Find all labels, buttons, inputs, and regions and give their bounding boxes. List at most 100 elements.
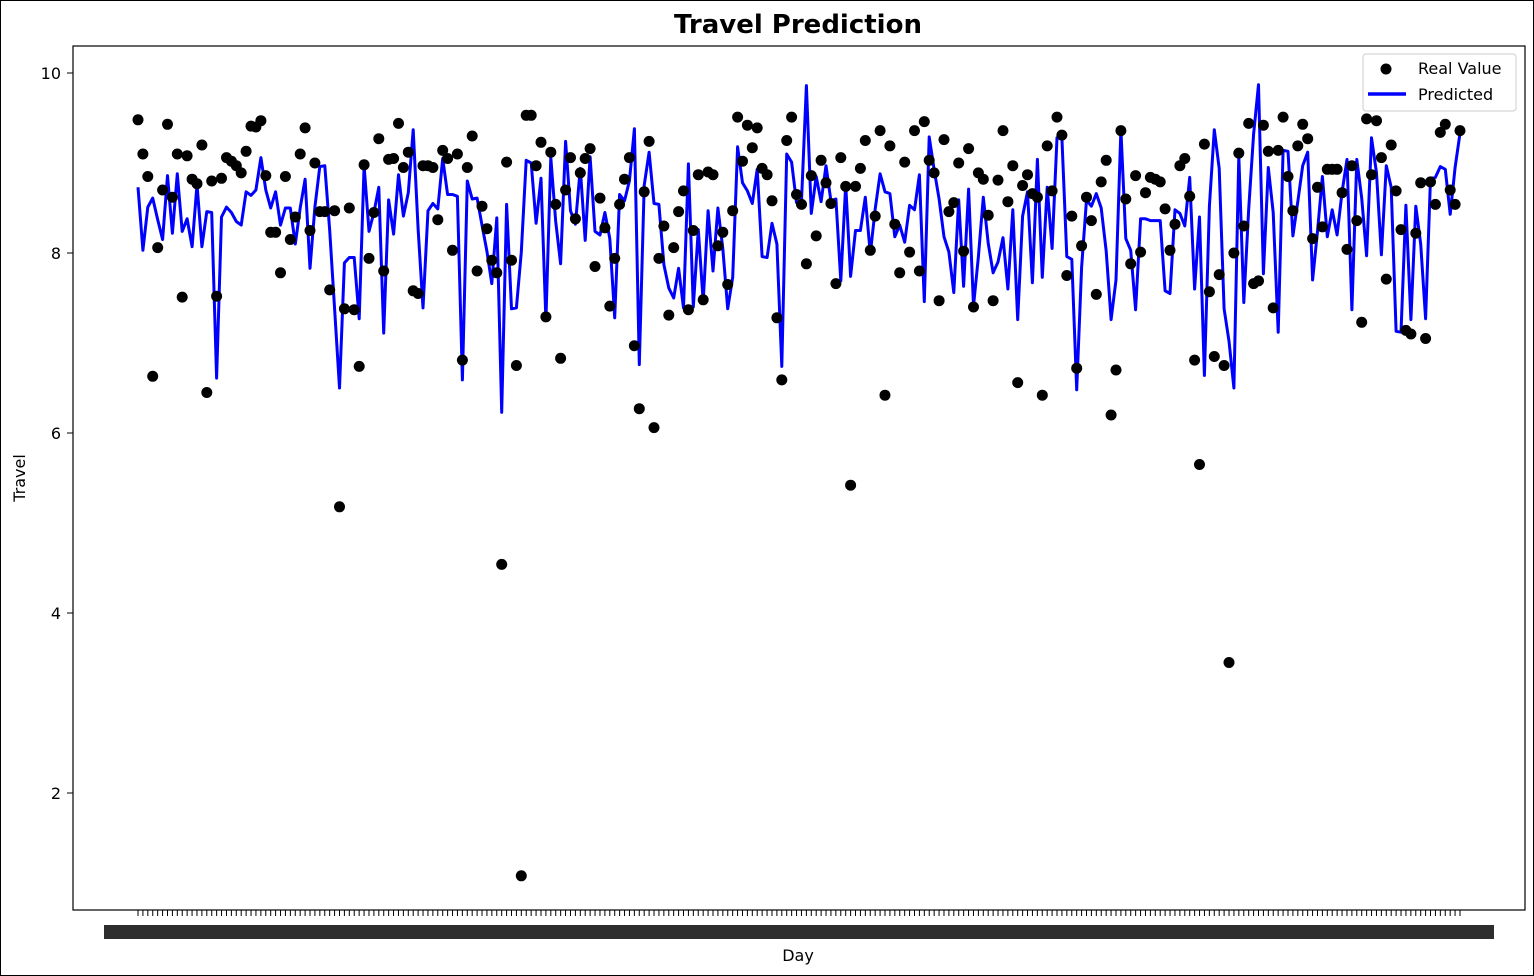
real-value-point	[751, 122, 763, 134]
real-value-point	[196, 139, 208, 151]
real-value-point	[191, 178, 203, 190]
x-axis	[104, 910, 1494, 939]
real-value-series	[132, 109, 1466, 882]
chart-title: Travel Prediction	[674, 10, 922, 40]
real-value-point	[157, 184, 169, 196]
real-value-point	[1085, 215, 1097, 227]
real-value-point	[712, 240, 724, 252]
real-value-point	[604, 300, 616, 312]
real-value-point	[997, 125, 1009, 137]
real-value-point	[211, 290, 223, 302]
real-value-point	[137, 148, 149, 160]
real-value-point	[132, 114, 144, 126]
real-value-point	[1036, 389, 1048, 401]
real-value-point	[338, 303, 350, 315]
real-value-point	[977, 173, 989, 185]
real-value-point	[1375, 152, 1387, 164]
real-value-point	[722, 279, 734, 290]
real-value-point	[442, 153, 454, 164]
real-value-point	[1410, 227, 1422, 239]
real-value-point	[1095, 176, 1107, 188]
real-value-point	[854, 162, 866, 174]
real-value-point	[1444, 184, 1456, 196]
real-value-point	[1105, 409, 1117, 421]
real-value-point	[1130, 170, 1142, 182]
real-value-point	[1277, 111, 1289, 123]
real-value-point	[348, 304, 360, 316]
real-value-point	[732, 111, 744, 123]
real-value-point	[737, 155, 748, 167]
real-value-point	[992, 174, 1004, 186]
real-value-point	[1312, 181, 1323, 193]
real-value-point	[304, 225, 316, 236]
real-value-point	[565, 152, 576, 164]
real-value-point	[1120, 193, 1132, 205]
real-value-point	[707, 169, 719, 181]
real-value-point	[810, 230, 822, 242]
real-value-point	[638, 186, 650, 198]
real-value-point	[1223, 657, 1235, 668]
real-value-point	[378, 265, 390, 277]
real-value-point	[859, 135, 871, 146]
real-value-point	[486, 254, 498, 266]
real-value-point	[1164, 244, 1176, 256]
real-value-point	[727, 205, 739, 217]
real-value-point	[1090, 288, 1102, 300]
real-value-point	[397, 162, 409, 173]
real-value-point	[1371, 115, 1382, 127]
real-value-point	[584, 143, 596, 155]
real-value-point	[717, 226, 729, 238]
real-value-point	[181, 150, 193, 162]
real-value-point	[943, 206, 955, 218]
real-value-point	[1194, 459, 1205, 470]
real-value-point	[1331, 163, 1343, 175]
real-value-point	[1154, 176, 1166, 188]
real-value-point	[476, 200, 488, 212]
legend-box	[1362, 53, 1517, 112]
real-value-point	[240, 145, 252, 157]
real-value-point	[968, 301, 979, 313]
real-value-point	[1218, 360, 1230, 371]
real-value-point	[682, 304, 694, 316]
real-value-point	[589, 261, 601, 272]
real-value-point	[909, 125, 920, 137]
real-value-point	[1238, 220, 1250, 232]
plot-area	[72, 45, 1526, 911]
real-value-point	[673, 206, 685, 218]
real-value-point	[515, 870, 527, 882]
real-value-point	[329, 205, 341, 217]
real-value-point	[152, 242, 164, 254]
real-value-point	[668, 242, 680, 254]
real-value-point	[506, 254, 517, 266]
real-value-point	[1346, 160, 1358, 172]
real-value-point	[1076, 240, 1088, 252]
real-value-point	[255, 115, 267, 127]
real-value-point	[319, 206, 331, 218]
real-value-point	[609, 252, 621, 264]
real-value-point	[1425, 176, 1436, 188]
real-value-point	[1356, 316, 1368, 328]
real-value-point	[275, 267, 286, 279]
real-value-point	[1051, 111, 1063, 123]
real-value-point	[1169, 218, 1181, 230]
real-value-point	[1233, 147, 1245, 159]
y-tick-label: 2	[51, 784, 61, 803]
real-value-point	[1262, 145, 1274, 157]
real-value-point	[982, 209, 994, 221]
real-value-point	[535, 136, 547, 148]
real-value-point	[574, 167, 586, 179]
real-value-point	[1110, 364, 1122, 376]
real-value-point	[1228, 247, 1240, 259]
real-value-point	[1007, 160, 1019, 172]
real-value-point	[1257, 119, 1269, 131]
real-value-point	[427, 162, 439, 173]
real-value-point	[1439, 118, 1451, 130]
real-value-point	[1272, 144, 1284, 156]
real-value-point	[299, 122, 311, 134]
real-value-point	[540, 311, 552, 323]
real-value-point	[614, 198, 626, 210]
real-value-point	[599, 222, 611, 234]
real-value-point	[496, 558, 508, 570]
real-value-point	[904, 246, 916, 258]
real-value-point	[692, 169, 704, 181]
